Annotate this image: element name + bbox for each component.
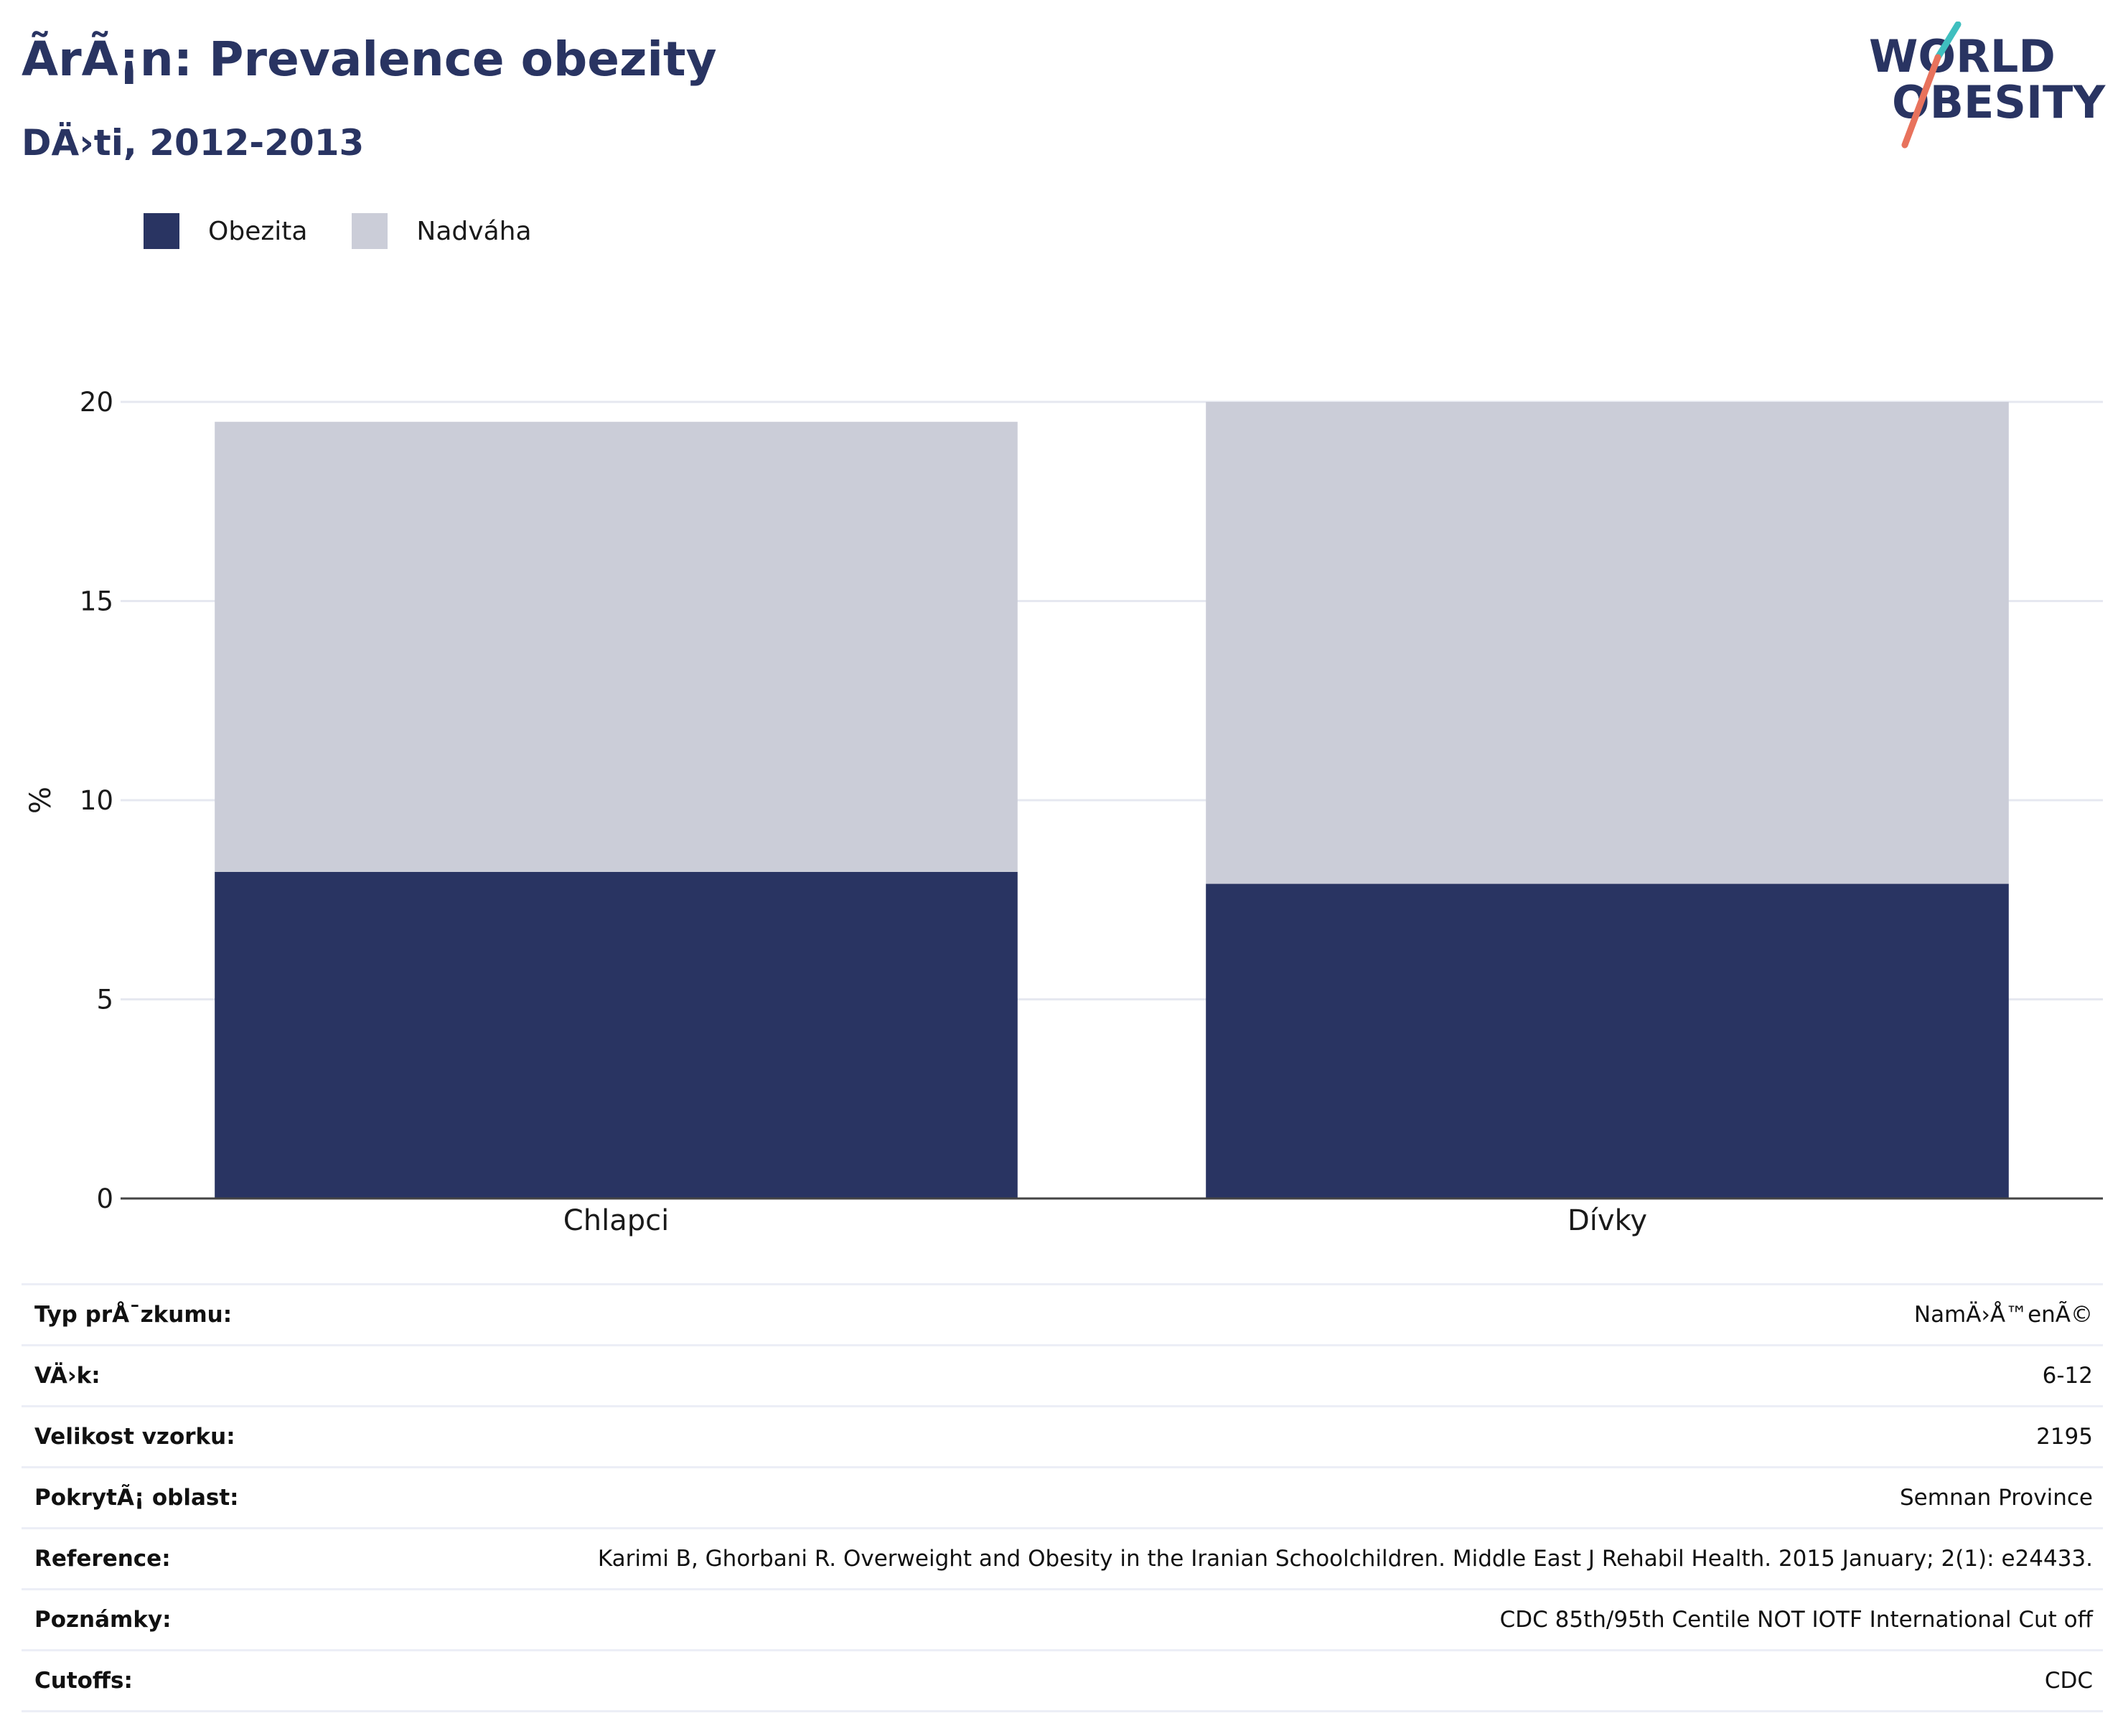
y-tick-label: 10: [80, 785, 113, 816]
bar-obesity-1: [1206, 883, 2009, 1198]
info-value: Karimi B, Ghorbani R. Overweight and Obe…: [597, 1546, 2093, 1572]
bar-obesity-0: [215, 871, 1018, 1198]
info-table: Typ prÅ¯zkumu: NamÄ›Å™enÃ© VÄ›k: 6-12 Ve…: [22, 1283, 2103, 1712]
info-row-cutoffs: Cutoffs: CDC: [22, 1649, 2103, 1712]
info-value: CDC 85th/95th Centile NOT IOTF Internati…: [1499, 1607, 2093, 1633]
legend-item-overweight: Nadváha: [352, 213, 532, 249]
info-value: Semnan Province: [1900, 1485, 2093, 1511]
y-tick-label: 20: [80, 387, 113, 418]
info-label: Reference:: [34, 1546, 171, 1572]
legend-item-obesity: Obezita: [144, 213, 307, 249]
info-label: Velikost vzorku:: [34, 1424, 235, 1450]
info-value: 2195: [2036, 1424, 2093, 1450]
info-value: CDC: [2044, 1668, 2093, 1694]
info-row-age: VÄ›k: 6-12: [22, 1344, 2103, 1405]
world-obesity-logo: WORLD OBESITY: [1869, 22, 2106, 149]
info-label: Poznámky:: [34, 1607, 172, 1633]
legend-label-overweight: Nadváha: [416, 216, 532, 246]
info-row-notes: Poznámky: CDC 85th/95th Centile NOT IOTF…: [22, 1588, 2103, 1649]
info-row-sample-size: Velikost vzorku: 2195: [22, 1405, 2103, 1466]
y-tick-label: 5: [96, 985, 113, 1015]
legend-swatch-obesity: [144, 213, 179, 249]
chart-legend: Obezita Nadváha: [144, 211, 576, 251]
stacked-bar-chart: 0 5 10 15 20% Chlapci Dívky: [24, 387, 2103, 1237]
chart-subtitle: DÄ›ti, 2012-2013: [22, 122, 365, 164]
y-tick-label: 15: [80, 586, 113, 617]
chart-title: Ã­rÃ¡n: Prevalence obezity: [22, 32, 717, 87]
info-label: Cutoffs:: [34, 1668, 133, 1694]
x-tick-label: Chlapci: [563, 1204, 669, 1237]
y-axis-label: %: [24, 787, 57, 814]
logo-slash-coral: [1901, 54, 1941, 149]
legend-swatch-overweight: [352, 213, 388, 249]
legend-label-obesity: Obezita: [208, 216, 308, 246]
info-label: PokrytÃ¡ oblast:: [34, 1485, 239, 1511]
info-value: NamÄ›Å™enÃ©: [1913, 1302, 2093, 1328]
x-tick-label: Dívky: [1567, 1204, 1647, 1237]
info-row-reference: Reference: Karimi B, Ghorbani R. Overwei…: [22, 1527, 2103, 1588]
bar-overweight-1: [1206, 402, 2009, 884]
info-value: 6-12: [2042, 1363, 2093, 1389]
info-label: VÄ›k:: [34, 1363, 100, 1389]
info-label: Typ prÅ¯zkumu:: [34, 1302, 233, 1328]
bar-overweight-0: [215, 421, 1018, 872]
logo-slash-teal: [1934, 22, 1962, 61]
y-tick-label: 0: [96, 1183, 113, 1214]
logo-line1: WORLD: [1869, 30, 2056, 83]
info-row-survey-type: Typ prÅ¯zkumu: NamÄ›Å™enÃ©: [22, 1283, 2103, 1344]
info-row-area: PokrytÃ¡ oblast: Semnan Province: [22, 1466, 2103, 1527]
